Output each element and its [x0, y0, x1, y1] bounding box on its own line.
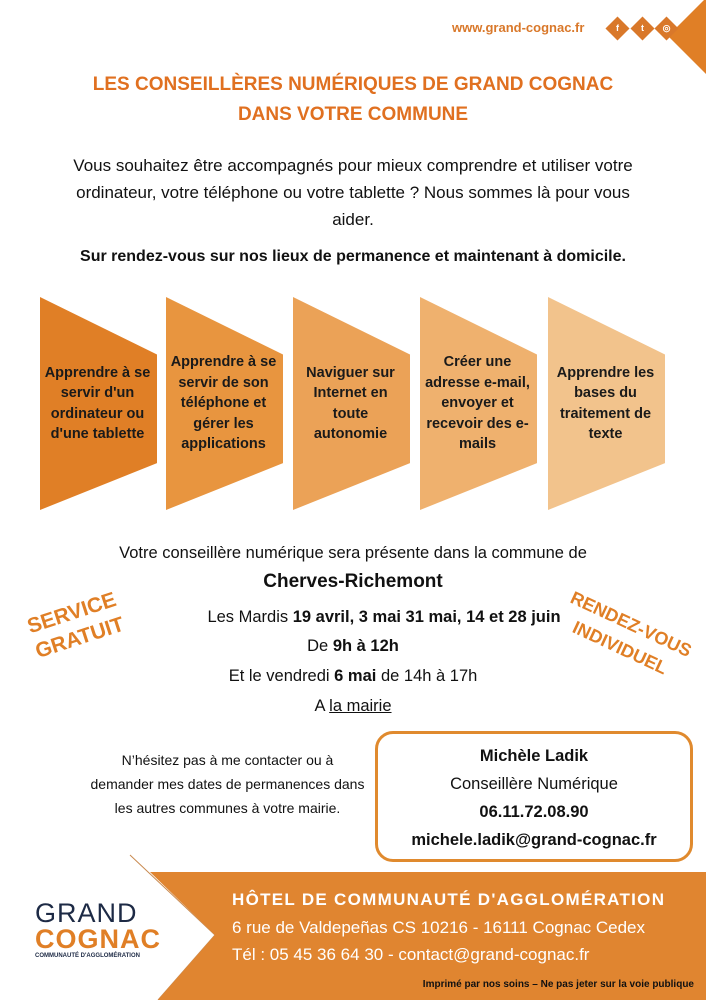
commune-name: Cherves-Richemont	[263, 571, 443, 592]
website-link[interactable]: www.grand-cognac.fr	[452, 20, 585, 35]
location: A la mairie	[0, 691, 706, 721]
corner-decoration	[668, 0, 706, 74]
intro-line: Vous souhaitez être accompagnés pour mie…	[73, 156, 633, 175]
tuesday-dates: Les Mardis 19 avril, 3 mai 31 mai, 14 et…	[0, 602, 706, 632]
instagram-icon[interactable]: ◎	[654, 16, 679, 41]
label: Et le vendredi	[228, 667, 335, 685]
advisor-phone[interactable]: 06.11.72.08.90	[479, 803, 589, 821]
facebook-icon[interactable]: f	[605, 16, 630, 41]
step-chevron: Créer une adresse e-mail, envoyer et rec…	[420, 297, 537, 510]
logo-subtitle: COMMUNAUTÉ D'AGGLOMÉRATION	[35, 953, 140, 959]
step-chevron: Apprendre les bases du traitement de tex…	[548, 297, 665, 510]
footer-address: 6 rue de Valdepeñas CS 10216 - 16111 Cog…	[232, 918, 646, 937]
hours-value: 9h à 12h	[332, 637, 399, 655]
advisor-card: Michèle Ladik Conseillère Numérique 06.1…	[375, 731, 693, 862]
hours-value: de 14h à 17h	[376, 667, 478, 685]
logo-grand: GRAND	[35, 898, 138, 928]
contact-note: N’hésitez pas à me contacter ou à demand…	[90, 752, 365, 816]
logo-cognac: COGNAC	[35, 924, 161, 954]
intro-line: aider.	[332, 210, 374, 229]
schedule-intro: Votre conseillère numérique sera présent…	[119, 544, 587, 562]
label: Les Mardis	[207, 608, 293, 626]
page-title-line1: LES CONSEILLÈRES NUMÉRIQUES DE GRAND COG…	[92, 74, 614, 95]
step-chevron: Apprendre à se servir d'un ordinateur ou…	[40, 297, 157, 510]
place: la mairie	[329, 697, 392, 715]
footer-heading: HÔTEL DE COMMUNAUTÉ D'AGGLOMÉRATION	[232, 890, 666, 909]
advisor-email[interactable]: michele.ladik@grand-cognac.fr	[411, 831, 657, 849]
step-chevron: Apprendre à se servir de son téléphone e…	[166, 297, 283, 510]
intro-line: ordinateur, votre téléphone ou votre tab…	[76, 183, 630, 202]
date: 6 mai	[334, 667, 377, 685]
label: De	[307, 637, 333, 655]
footer-contact: Tél : 05 45 36 64 30 - contact@grand-cog…	[232, 945, 590, 964]
page-title-line2: DANS VOTRE COMMUNE	[237, 104, 469, 125]
footer-band	[150, 872, 706, 1000]
twitter-icon[interactable]: t	[630, 16, 655, 41]
hours: De 9h à 12h	[0, 631, 706, 661]
print-notice: Imprimé par nos soins – Ne pas jeter sur…	[422, 979, 694, 990]
label: A	[314, 697, 330, 715]
friday-date: Et le vendredi 6 mai de 14h à 17h	[0, 661, 706, 691]
step-chevron: Naviguer sur Internet en toute autonomie	[293, 297, 410, 510]
intro-text: Vous souhaitez être accompagnés pour mie…	[25, 152, 681, 233]
dates: 19 avril, 3 mai 31 mai, 14 et 28 juin	[292, 608, 561, 626]
appointment-highlight: Sur rendez-vous sur nos lieux de permane…	[80, 248, 626, 265]
advisor-name: Michèle Ladik	[479, 747, 589, 765]
advisor-role: Conseillère Numérique	[450, 775, 618, 793]
